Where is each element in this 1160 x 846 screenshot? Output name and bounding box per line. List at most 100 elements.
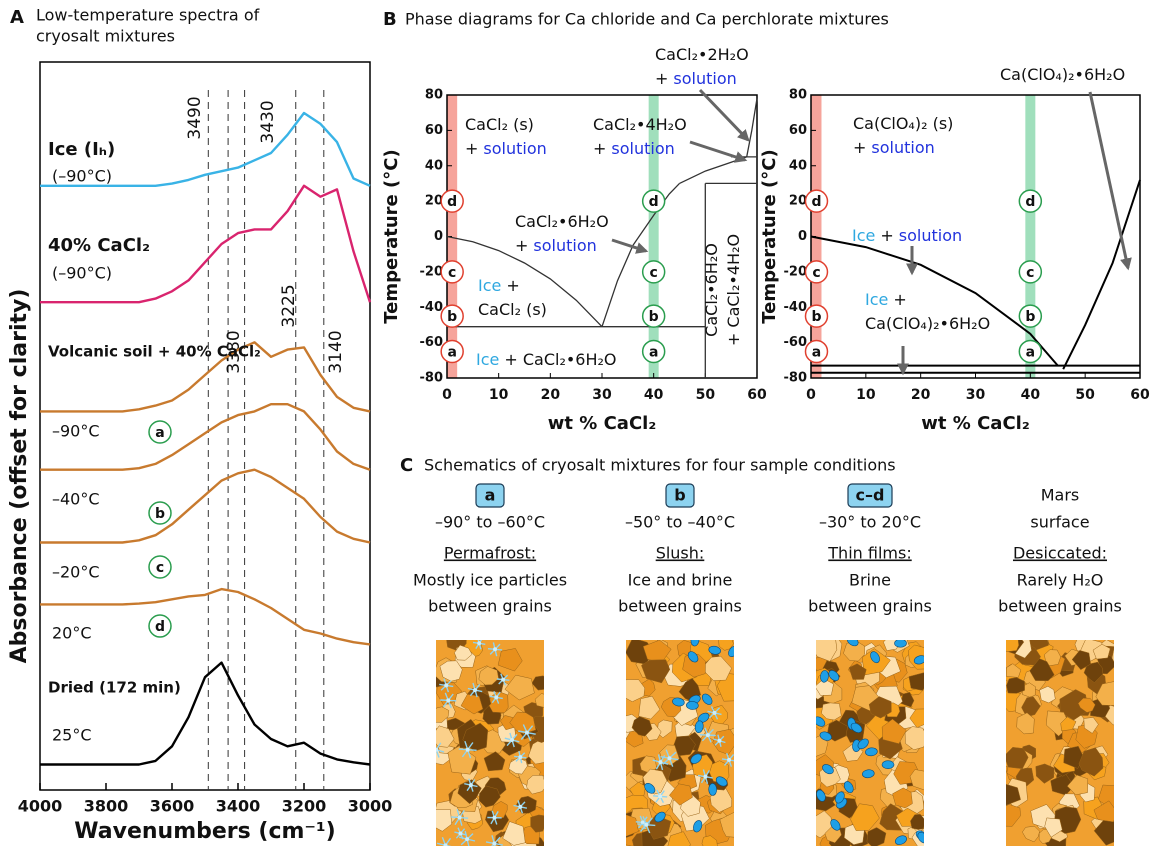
region-label-part: + (515, 236, 528, 255)
x-tick-label: 0 (442, 387, 452, 403)
ice-crystal-core (501, 677, 506, 682)
brine-droplet (850, 722, 863, 733)
grain (1006, 663, 1022, 678)
brine-droplet (835, 791, 845, 804)
condition-marker (1018, 304, 1043, 328)
condition-marker (1018, 260, 1043, 284)
condition-marker (641, 339, 666, 364)
state-label: Slush: (656, 544, 705, 563)
brine-droplet (865, 747, 878, 757)
condition-label: d (155, 619, 165, 635)
state-description: Ice and brine (628, 571, 733, 590)
x-tick-label: 3400 (216, 797, 261, 816)
phase-boundary (679, 156, 747, 184)
brine-droplet (644, 782, 656, 794)
grain (826, 719, 848, 742)
x-tick-label: 40 (1021, 387, 1041, 403)
temperature-range: –50° to –40°C (625, 513, 735, 532)
panel-title: cryosalt mixtures (36, 27, 175, 46)
grain (1039, 686, 1056, 704)
condition-marker (641, 189, 666, 213)
grain (508, 757, 528, 775)
peak-label: 3140 (326, 330, 346, 373)
ice-crystal-core (658, 794, 663, 799)
x-tick-label: 4000 (18, 797, 63, 816)
ice-crystal-core (458, 831, 463, 836)
peak-label: 3225 (279, 284, 299, 327)
state-description: Rarely H₂O (1017, 571, 1104, 590)
grain (1021, 696, 1041, 718)
region-label-part: Ice (865, 290, 888, 309)
highlight-band (648, 95, 659, 378)
grain (641, 659, 671, 684)
condition-marker (804, 260, 829, 284)
grain (1093, 800, 1114, 823)
region-label-part: CaCl₂•4H₂O (593, 115, 687, 134)
grain (1044, 817, 1063, 838)
condition-marker (804, 189, 829, 213)
region-label-part: Ice (476, 350, 499, 369)
condition-label: a (447, 344, 456, 360)
ice-crystal-core (658, 760, 663, 765)
grain (910, 814, 924, 830)
grain (526, 775, 544, 795)
highlight-band (447, 95, 458, 378)
condition-marker (148, 614, 172, 638)
x-tick-label: 50 (696, 387, 716, 403)
x-tick-label: 20 (911, 387, 931, 403)
brine-droplet (857, 738, 869, 750)
grain (483, 751, 506, 772)
highlight-band (1025, 95, 1036, 378)
x-tick-label: 3200 (282, 797, 327, 816)
spectrum-line (40, 341, 371, 413)
schematic (816, 640, 924, 846)
ice-crystal-core (703, 774, 708, 779)
series-label: Dried (172 min) (48, 679, 181, 697)
panel-title: Phase diagrams for Ca chloride and Ca pe… (405, 10, 889, 29)
region-label-part: solution (533, 236, 596, 255)
phase-boundary (746, 98, 758, 158)
ice-crystal-core (644, 822, 649, 827)
brine-droplet (816, 789, 826, 802)
grain (530, 814, 544, 833)
grain (478, 666, 499, 686)
region-label: + solution (593, 139, 675, 158)
panel-title: Low-temperature spectra of (36, 6, 260, 25)
ice-crystal-core (727, 757, 732, 762)
condition-marker (440, 339, 464, 364)
ice-crystal-core (493, 647, 498, 652)
x-tick-label: 60 (747, 387, 767, 403)
schematic-title: Mars (1041, 486, 1080, 505)
grain (909, 769, 924, 791)
schematic (1006, 640, 1114, 846)
x-tick-label: 0 (806, 387, 816, 403)
ice-crystal-core (712, 710, 717, 715)
grain (866, 827, 887, 846)
region-label: + solution (465, 139, 547, 158)
ice-crystal-core (640, 820, 645, 825)
grain (500, 715, 515, 731)
y-tick-label: 20 (425, 194, 443, 209)
brine-droplet (654, 811, 666, 823)
brine-droplet (816, 716, 826, 727)
region-label-part: CaCl₂•6H₂O (515, 212, 609, 231)
region-label-part: + CaCl₂•4H₂O (724, 234, 743, 346)
y-tick-label: 0 (798, 229, 807, 244)
ice-crystal-core (446, 698, 451, 703)
condition-marker (641, 260, 666, 284)
grain (504, 674, 535, 701)
condition-label: c (812, 265, 820, 281)
region-label: CaCl₂ (s) (478, 300, 547, 319)
condition-marker (148, 420, 172, 444)
condition-marker (641, 304, 666, 328)
condition-label: b (447, 309, 457, 325)
grain (892, 787, 913, 809)
brine-droplet (830, 819, 841, 831)
temperature-range: –90° to –60°C (435, 513, 545, 532)
series-temperature: –40°C (52, 490, 100, 509)
grain (900, 692, 915, 708)
grain (631, 716, 653, 737)
series-temperature: 20°C (52, 624, 92, 643)
grain (719, 812, 734, 838)
grain (718, 640, 734, 651)
